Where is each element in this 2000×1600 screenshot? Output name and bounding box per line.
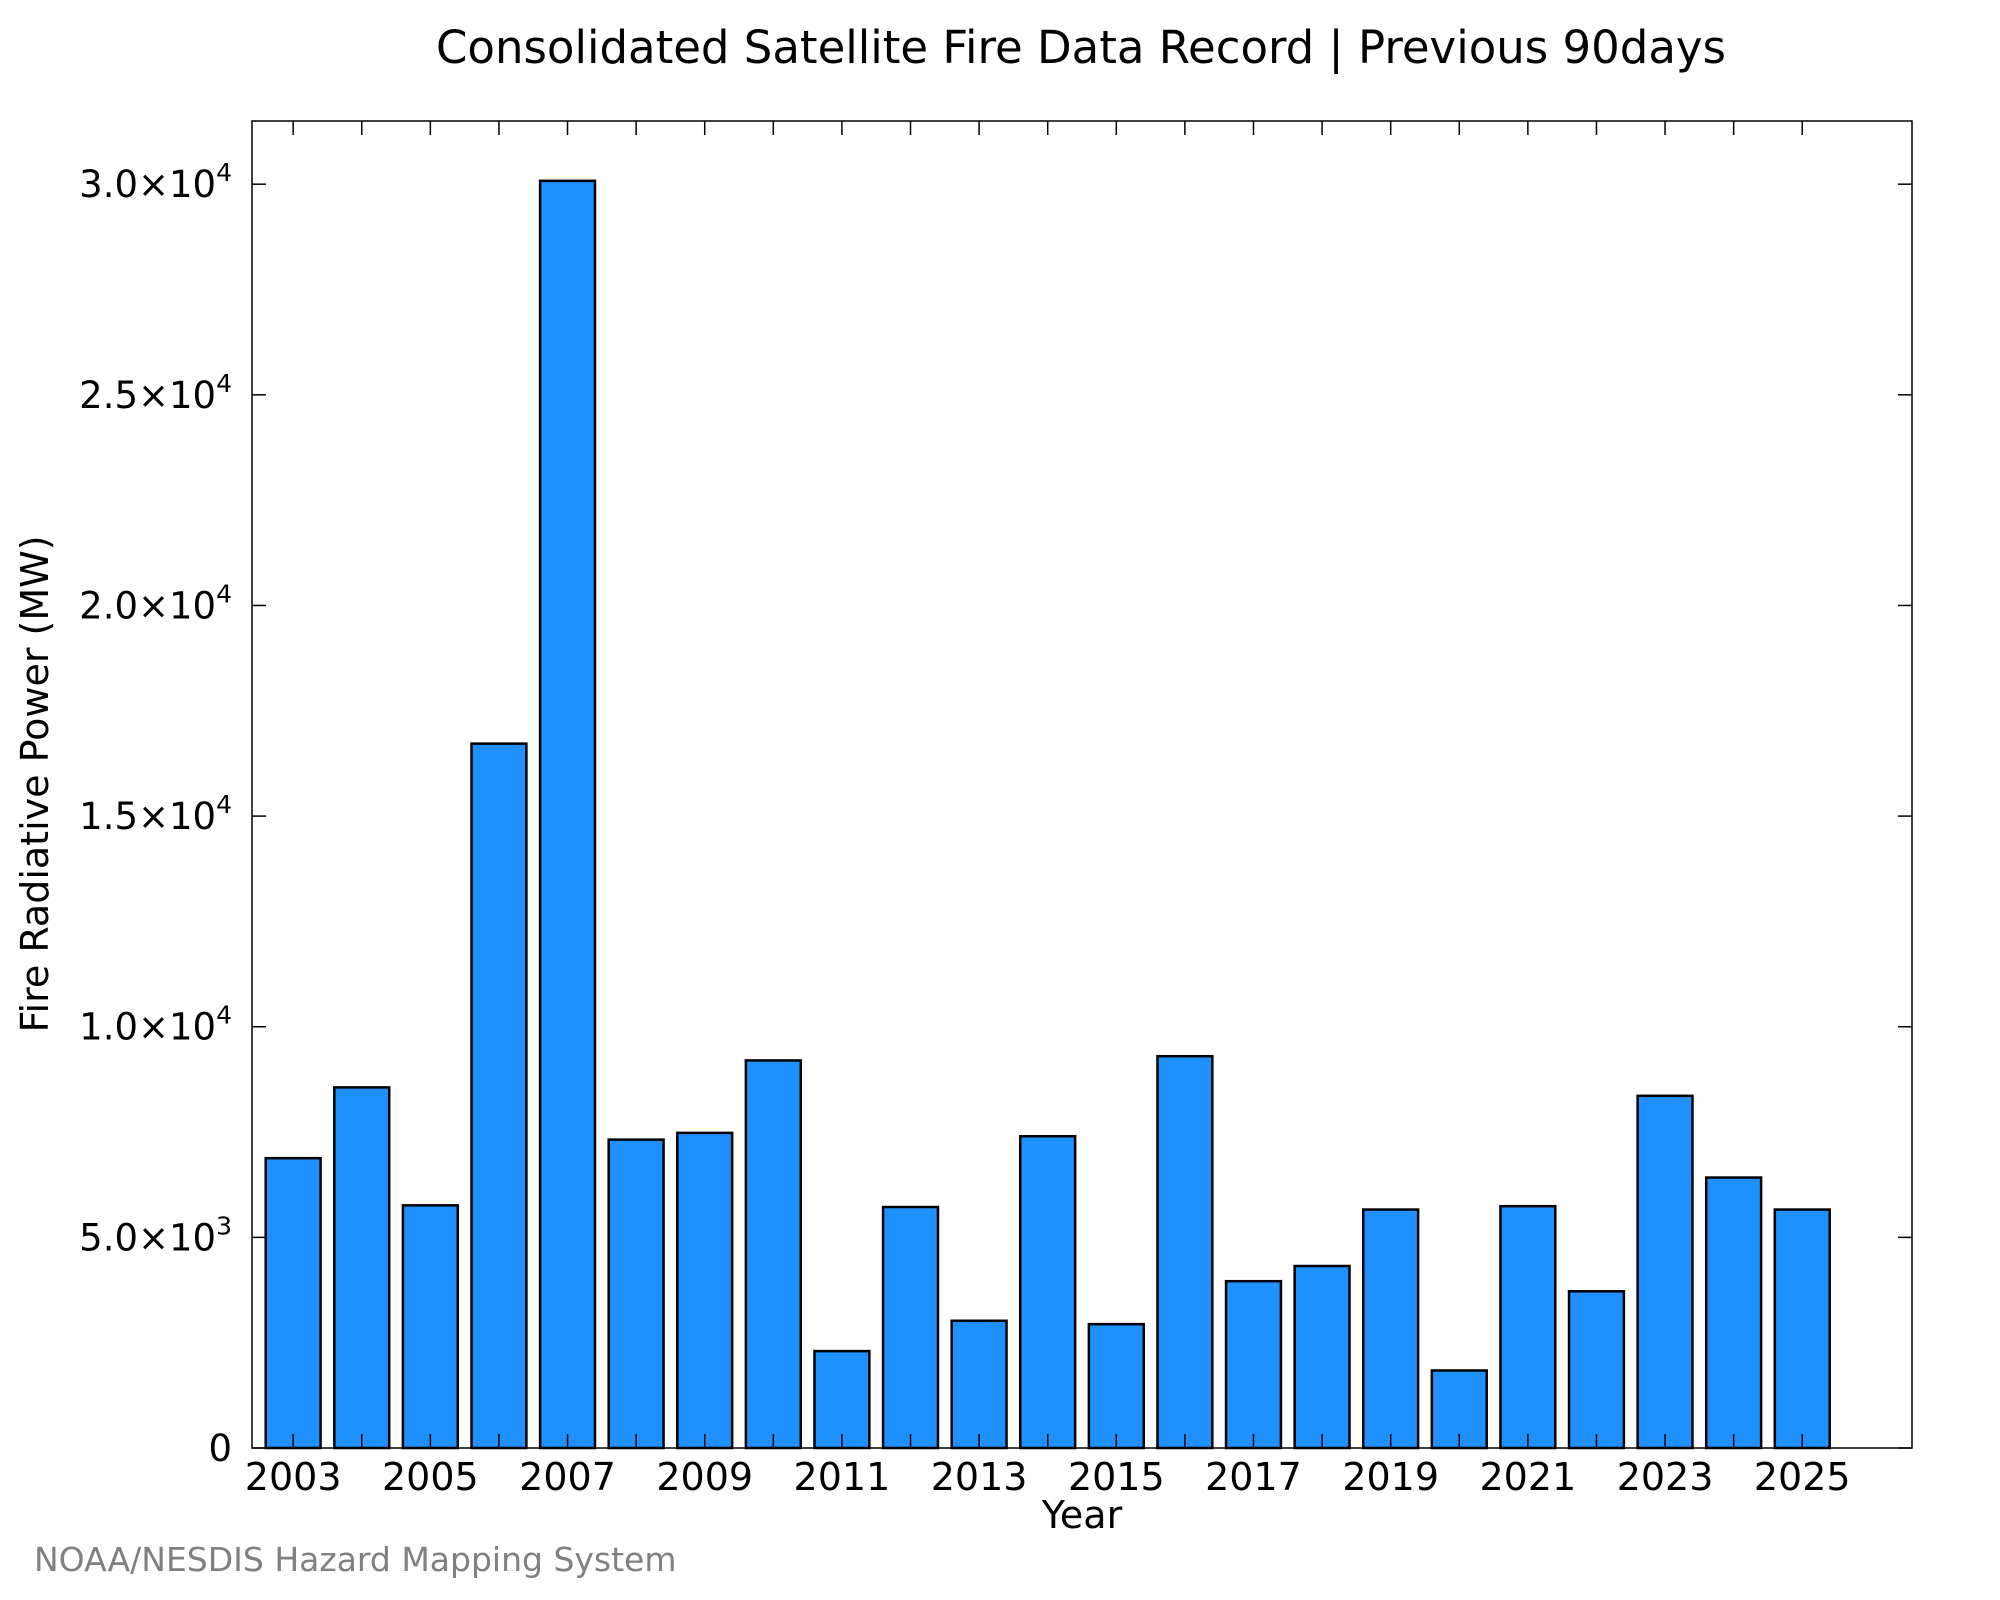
x-axis-ticks: 2003 2005 2007 2009 2011 2013 2015 2017 2019 2021…	[245, 121, 1851, 1499]
x-tick-label-2021: 2021	[1480, 1455, 1577, 1499]
x-axis-label: Year	[1041, 1493, 1123, 1537]
bar-2023	[1636, 1094, 1694, 1450]
y-axis-label: Fire Radiative Power (MW)	[13, 535, 57, 1032]
y-axis-ticks: 0 5.0×103 1.0×104 1.5×104 2.0×104 2.5×104 3.0×…	[79, 158, 1912, 1470]
x-tick-label-2011: 2011	[794, 1455, 891, 1499]
x-tick-label-2013: 2013	[931, 1455, 1028, 1499]
x-tick-label-2023: 2023	[1617, 1455, 1714, 1499]
x-tick-label-2007: 2007	[519, 1455, 616, 1499]
x-tick-label-2019: 2019	[1342, 1455, 1439, 1499]
bar-2005	[401, 1204, 460, 1450]
x-tick-label-2025: 2025	[1754, 1455, 1851, 1499]
y-tick-label-30000: 3.0×104	[79, 158, 232, 206]
bar-2009	[676, 1131, 734, 1450]
bar-2003	[264, 1156, 322, 1450]
bar-2008	[607, 1138, 665, 1450]
x-tick-label-2005: 2005	[382, 1455, 479, 1499]
y-tick-label-25000: 2.5×104	[79, 369, 232, 417]
plot-frame	[251, 120, 1913, 1449]
bar-2024	[1704, 1176, 1763, 1450]
bar-2016	[1156, 1054, 1214, 1450]
bar-2012	[881, 1205, 940, 1450]
bar-2010	[744, 1059, 803, 1450]
y-tick-label-0: 0	[208, 1427, 232, 1470]
bar-2006	[470, 742, 528, 1450]
bar-2022	[1567, 1290, 1626, 1450]
x-tick-label-2015: 2015	[1068, 1455, 1165, 1499]
bar-2018	[1293, 1264, 1351, 1450]
bars-layer	[264, 179, 1831, 1450]
y-tick-label-5000: 5.0×103	[79, 1211, 232, 1259]
bar-2004	[333, 1086, 391, 1450]
credit-text: NOAA/NESDIS Hazard Mapping System	[34, 1540, 677, 1579]
bar-2017	[1224, 1279, 1283, 1450]
bar-2025	[1773, 1208, 1831, 1450]
y-tick-label-20000: 2.0×104	[79, 579, 232, 627]
bar-2011	[813, 1349, 871, 1450]
x-tick-label-2003: 2003	[245, 1455, 342, 1499]
x-tick-label-2009: 2009	[656, 1455, 753, 1499]
y-tick-label-15000: 1.5×104	[79, 790, 232, 838]
y-tick-label-10000: 1.0×104	[79, 1001, 232, 1049]
bar-2007	[538, 179, 597, 1450]
x-tick-label-2017: 2017	[1205, 1455, 1302, 1499]
bar-2013	[950, 1319, 1008, 1450]
bar-2019	[1361, 1208, 1420, 1450]
chart-title: Consolidated Satellite Fire Data Record …	[436, 21, 1726, 74]
bar-2021	[1499, 1204, 1557, 1450]
bar-2015	[1087, 1322, 1145, 1450]
bar-2014	[1019, 1135, 1077, 1450]
